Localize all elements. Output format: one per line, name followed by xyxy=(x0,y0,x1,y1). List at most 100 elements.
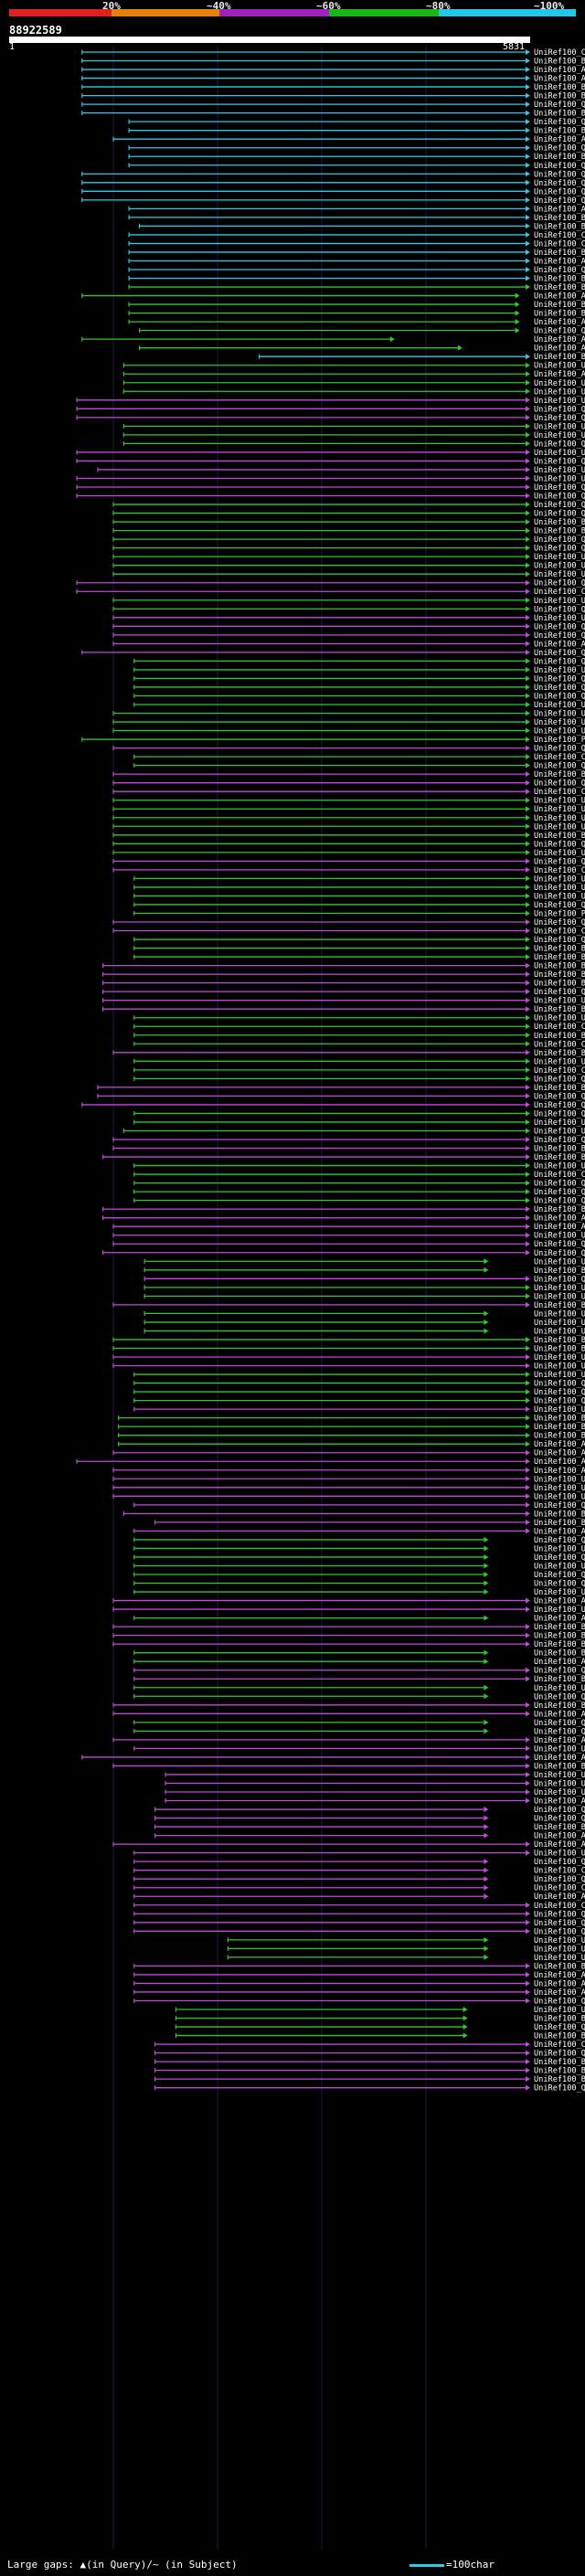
hit-row[interactable]: UniRef100_B6U1U0 xyxy=(128,249,585,258)
hit-label[interactable]: UniRef100_C1EBQ3 xyxy=(534,928,585,937)
hit-row[interactable]: UniRef100_UP1000... xyxy=(122,362,585,371)
hit-row[interactable]: UniRef100_Q5CVS0 xyxy=(138,327,585,336)
hit-label[interactable]: UniRef100_UP1000... xyxy=(534,1779,585,1788)
hit-row[interactable]: UniRef100_B4G7W7 xyxy=(101,1205,585,1214)
hit-label[interactable]: UniRef100_UP1000... xyxy=(534,1162,585,1171)
hit-row[interactable]: UniRef100_B5DG44 xyxy=(133,1032,585,1041)
hit-row[interactable]: UniRef100_Q0MYV4 xyxy=(133,1858,585,1867)
hit-row[interactable]: UniRef100_B4MCB0 xyxy=(112,1301,585,1310)
hit-row[interactable]: UniRef100_UP1000... xyxy=(133,1371,585,1380)
hit-label[interactable]: UniRef100_UP1000... xyxy=(534,1475,585,1484)
hit-row[interactable]: UniRef100_Q9SL05 xyxy=(112,545,585,554)
hit-row[interactable]: UniRef100_B9GEC5 xyxy=(154,1823,585,1832)
hit-label[interactable]: UniRef100_UP1000... xyxy=(534,797,585,806)
hit-label[interactable]: UniRef100_B6K170 xyxy=(534,1344,585,1353)
hit-label[interactable]: UniRef100_A7R2W5 xyxy=(534,640,585,649)
hit-row[interactable]: UniRef100_A3LX84 xyxy=(118,1440,585,1449)
hit-row[interactable]: UniRef100_B3NB19 xyxy=(101,970,585,980)
hit-label[interactable]: UniRef100_B5DG44 xyxy=(534,1032,585,1041)
hit-row[interactable]: UniRef100_Q9LDC0 xyxy=(133,1536,585,1545)
hit-row[interactable]: UniRef100_A7NU48 xyxy=(81,292,585,302)
hit-row[interactable]: UniRef100_UP1000... xyxy=(133,884,585,893)
hit-label[interactable]: UniRef100_A7AV49 xyxy=(534,1214,585,1224)
hit-label[interactable]: UniRef100_Q4N3T7 xyxy=(534,1101,585,1110)
hit-label[interactable]: UniRef100_UP1000... xyxy=(534,1057,585,1066)
hit-row[interactable]: UniRef100_UP1000... xyxy=(227,1954,585,1963)
hit-row[interactable]: UniRef100_A2Z893 xyxy=(154,1832,585,1841)
hit-label[interactable]: UniRef100_Q64SF7 xyxy=(534,745,585,754)
hit-row[interactable]: UniRef100_A6UUB3 xyxy=(76,1458,585,1467)
hit-row[interactable]: UniRef100_B9Q236 xyxy=(175,2015,585,2024)
hit-label[interactable]: UniRef100_Q646T7 xyxy=(534,622,585,631)
hit-label[interactable]: UniRef100_UP1000... xyxy=(534,1319,585,1328)
hit-row[interactable]: UniRef100_UP1000... xyxy=(122,387,585,397)
hit-row[interactable]: UniRef100_UP1000... xyxy=(133,892,585,901)
hit-label[interactable]: UniRef100_UP1000... xyxy=(534,431,585,440)
hit-row[interactable]: UniRef100_C4LUU9 xyxy=(112,788,585,797)
hit-label[interactable]: UniRef100_Q4S419 xyxy=(534,1075,585,1084)
hit-label[interactable]: UniRef100_UP1000... xyxy=(534,875,585,884)
hit-label[interactable]: UniRef100_UP1000... xyxy=(534,1353,585,1362)
hit-row[interactable]: UniRef100_Q5U1U5 xyxy=(112,857,585,866)
hit-label[interactable]: UniRef100_C1EF74 xyxy=(534,1066,585,1076)
hit-label[interactable]: UniRef100_Q9CR16 xyxy=(534,1580,585,1589)
hit-row[interactable]: UniRef100_C0P9N8 xyxy=(128,239,585,249)
hit-row[interactable]: UniRef100_Q57VJ4 xyxy=(101,1249,585,1258)
hit-label[interactable]: UniRef100_Q8BPK6 xyxy=(534,1553,585,1563)
hit-row[interactable]: UniRef100_P27124 xyxy=(81,736,585,745)
hit-row[interactable]: UniRef100_UP1000... xyxy=(133,1544,585,1553)
hit-label[interactable]: UniRef100_B4MCB0 xyxy=(534,1301,585,1310)
hit-label[interactable]: UniRef100_UP1000... xyxy=(534,1954,585,1963)
hit-label[interactable]: UniRef100_B9H6Y2 xyxy=(534,310,585,319)
hit-row[interactable]: UniRef100_C4QFN3 xyxy=(154,2041,585,2050)
hit-row[interactable]: UniRef100_C5XRU1 xyxy=(128,231,585,240)
hit-row[interactable]: UniRef100_Q9VL78 xyxy=(101,988,585,997)
hit-label[interactable]: UniRef100_A7Q4L2 xyxy=(534,66,585,75)
hit-label[interactable]: UniRef100_UP1000... xyxy=(534,379,585,388)
hit-row[interactable]: UniRef100_Q81IP5 xyxy=(133,1910,585,1919)
hit-row[interactable]: UniRef100_UP1000... xyxy=(133,1405,585,1415)
hit-row[interactable]: UniRef100_Q0WS48 xyxy=(81,187,585,196)
hit-row[interactable]: UniRef100_A7R822 xyxy=(81,75,585,84)
hit-label[interactable]: UniRef100_B4NYM7 xyxy=(534,1153,585,1162)
hit-label[interactable]: UniRef100_UP1000... xyxy=(534,1284,585,1293)
hit-label[interactable]: UniRef100_UP1000... xyxy=(534,1850,585,1859)
hit-label[interactable]: UniRef100_P27124 xyxy=(534,736,585,745)
hit-row[interactable]: UniRef100_UP1000... xyxy=(112,805,585,814)
hit-row[interactable]: UniRef100_Q86M29 xyxy=(154,2050,585,2059)
hit-label[interactable]: UniRef100_C1MZZ2 xyxy=(534,588,585,597)
hit-label[interactable]: UniRef100_A6UUB3 xyxy=(534,1458,585,1467)
hit-label[interactable]: UniRef100_Q4ST75 xyxy=(534,1197,585,1206)
hit-label[interactable]: UniRef100_Q9TRY0 xyxy=(534,692,585,701)
hit-label[interactable]: UniRef100_UP1000... xyxy=(534,474,585,483)
hit-label[interactable]: UniRef100_B6T178 xyxy=(534,153,585,162)
hit-row[interactable]: UniRef100_UP1000... xyxy=(101,997,585,1006)
hit-label[interactable]: UniRef100_Q4P7Y3 xyxy=(534,2084,585,2094)
hit-label[interactable]: UniRef100_B7FLF8 xyxy=(534,222,585,231)
hit-row[interactable]: UniRef100_UP1000... xyxy=(144,1327,585,1336)
hit-label[interactable]: UniRef100_Q61094 xyxy=(534,579,585,588)
hit-row[interactable]: UniRef100_UP1000... xyxy=(112,814,585,823)
hit-label[interactable]: UniRef100_B9PSY2 xyxy=(534,1423,585,1432)
hit-row[interactable]: UniRef100_Q27484 xyxy=(112,510,585,519)
hit-label[interactable]: UniRef100_Q4S9C1 xyxy=(534,674,585,684)
hit-row[interactable]: UniRef100_B0XZ51 xyxy=(112,1623,585,1632)
hit-row[interactable]: UniRef100_A9SHY4 xyxy=(81,1754,585,1763)
hit-row[interactable]: UniRef100_UP1000... xyxy=(122,1127,585,1136)
hit-row[interactable]: UniRef100_Q03752 xyxy=(133,1397,585,1406)
hit-label[interactable]: UniRef100_A7NW18 xyxy=(534,1988,585,1998)
hit-label[interactable]: UniRef100_UP1000... xyxy=(534,362,585,371)
hit-label[interactable]: UniRef100_Q38288 xyxy=(534,196,585,206)
hit-label[interactable]: UniRef100_B9Q236 xyxy=(534,2015,585,2024)
hit-label[interactable]: UniRef100_B7Z802 xyxy=(534,518,585,527)
hit-label[interactable]: UniRef100_UP1000... xyxy=(534,387,585,397)
hit-row[interactable]: UniRef100_C1EBQ3 xyxy=(112,928,585,937)
hit-label[interactable]: UniRef100_C7Z786 xyxy=(534,753,585,762)
hit-row[interactable]: UniRef100_Q43207 xyxy=(128,144,585,154)
hit-label[interactable]: UniRef100_UP1000... xyxy=(534,822,585,832)
hit-row[interactable]: UniRef100_A9SZQ0 xyxy=(81,335,585,345)
hit-label[interactable]: UniRef100_Q27484 xyxy=(534,510,585,519)
hit-row[interactable]: UniRef100_UP1000... xyxy=(112,597,585,606)
hit-label[interactable]: UniRef100_B8BIF6 xyxy=(534,1701,585,1711)
hit-label[interactable]: UniRef100_B9GQN7 xyxy=(534,58,585,67)
